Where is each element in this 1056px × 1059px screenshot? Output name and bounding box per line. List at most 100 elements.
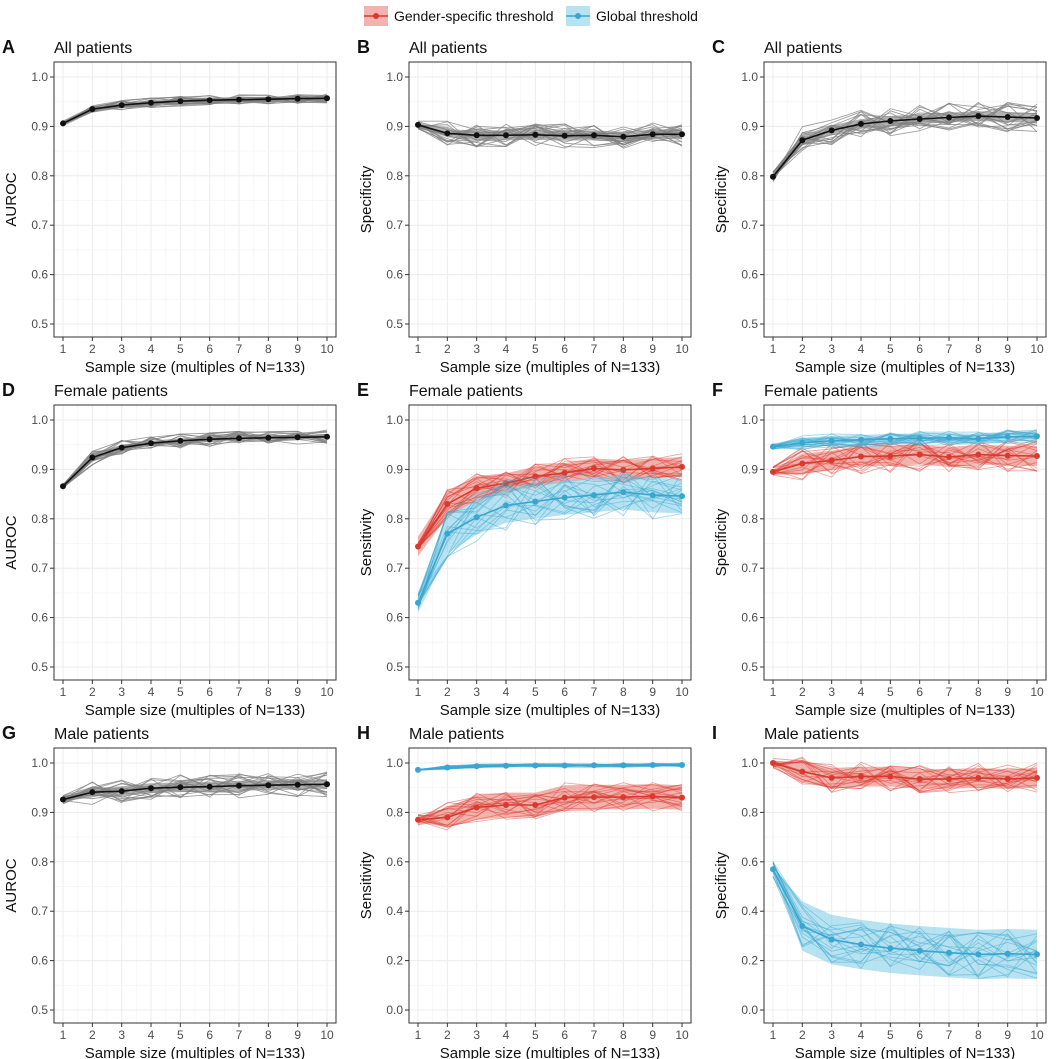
replicate-line	[62, 431, 328, 487]
mean-point	[473, 804, 480, 811]
series-gender	[770, 437, 1040, 481]
grid	[764, 748, 1046, 1023]
replicate-line	[417, 792, 683, 825]
mean-point	[415, 766, 421, 773]
replicate-line	[772, 103, 1038, 173]
replicate-line	[772, 438, 1038, 476]
replicate-line	[772, 441, 1038, 471]
mean-point	[148, 440, 154, 447]
mean-point	[975, 113, 982, 120]
replicate-line	[417, 782, 683, 831]
mean-point	[89, 789, 96, 796]
y-tick-label: 0.0	[386, 1003, 403, 1017]
replicate-line	[772, 104, 1038, 173]
x-tick-label: 8	[265, 1028, 272, 1042]
panel-letter: B	[357, 37, 370, 57]
panel-letter: H	[357, 723, 370, 743]
x-tick-label: 3	[118, 342, 125, 356]
y-tick-label: 0.9	[31, 805, 48, 819]
replicate-line	[417, 476, 683, 609]
replicate-line	[62, 94, 328, 126]
x-tick-label: 2	[89, 685, 96, 699]
series-black	[770, 101, 1040, 182]
y-tick-label: 0.0	[741, 1003, 758, 1017]
replicate-line	[772, 877, 1038, 967]
mean-line	[62, 435, 328, 487]
panel-border	[408, 747, 692, 1024]
y-tick-label: 0.5	[31, 1003, 48, 1017]
x-tick-label: 7	[591, 1028, 598, 1042]
mean-point	[946, 776, 952, 783]
y-tick-label: 0.9	[31, 462, 48, 476]
replicate-line	[772, 442, 1038, 476]
replicate-line	[417, 459, 683, 545]
replicate-line	[772, 438, 1038, 474]
replicate-line	[417, 487, 683, 602]
x-axis-title: Sample size (multiples of N=133)	[440, 1045, 661, 1059]
x-axis-title: Sample size (multiples of N=133)	[85, 1045, 306, 1059]
mean-line	[772, 868, 1038, 956]
replicate-line	[772, 114, 1038, 173]
panel-border	[408, 404, 692, 681]
x-tick-label: 3	[473, 685, 480, 699]
mean-point	[236, 435, 242, 442]
mean-point	[887, 945, 894, 952]
replicate-line	[772, 761, 1038, 792]
y-tick-label: 0.6	[741, 855, 758, 869]
replicate-line	[772, 760, 1038, 792]
mean-point	[946, 434, 952, 441]
mean-point	[532, 498, 539, 505]
x-tick-label: 3	[118, 1028, 125, 1042]
panel-title: Male patients	[54, 726, 149, 743]
x-tick-label: 6	[561, 1028, 568, 1042]
mean-point	[620, 466, 627, 473]
replicate-line	[417, 123, 683, 146]
mean-point	[649, 465, 656, 472]
y-tick-label: 0.7	[31, 218, 48, 232]
y-tick-label: 0.8	[386, 169, 403, 183]
y-tick-label: 0.8	[741, 169, 758, 183]
x-tick-label: 2	[799, 685, 806, 699]
y-tick-label: 0.8	[31, 169, 48, 183]
x-tick-label: 8	[975, 342, 982, 356]
replicate-line	[772, 430, 1038, 446]
x-tick-label: 9	[1004, 685, 1011, 699]
x-tick-label: 9	[294, 1028, 301, 1042]
replicate-line	[772, 443, 1038, 481]
mean-point	[916, 435, 923, 442]
series-gender	[415, 782, 685, 831]
x-tick-label: 2	[444, 1028, 451, 1042]
y-tick-label: 1.0	[31, 756, 48, 770]
mean-point	[294, 781, 301, 788]
series-black	[60, 429, 330, 490]
replicate-line	[772, 430, 1038, 447]
mean-point	[620, 133, 627, 140]
mean-line	[772, 115, 1038, 178]
replicate-line	[772, 441, 1038, 473]
panel-border	[763, 747, 1047, 1024]
mean-point	[858, 120, 864, 127]
panel-border	[53, 61, 337, 338]
x-tick-label: 3	[118, 685, 125, 699]
mean-point	[1004, 114, 1011, 121]
mean-point	[503, 132, 509, 139]
mean-point	[561, 794, 568, 801]
x-tick-label: 7	[236, 685, 243, 699]
replicate-line	[417, 474, 683, 596]
mean-point	[620, 794, 627, 801]
panel-E: 0.5 0.6 0.7 0.8 0.9 1.0 1 2 3 4 5 6 7 8 9 10 Sample size…	[357, 380, 692, 719]
y-tick-label: 0.7	[386, 218, 403, 232]
mean-point	[415, 121, 421, 128]
replicate-line	[772, 434, 1038, 446]
x-tick-label: 3	[828, 1028, 835, 1042]
y-tick-label: 0.9	[741, 119, 758, 133]
mean-point	[591, 492, 597, 499]
x-axis-title: Sample size (multiples of N=133)	[795, 1045, 1016, 1059]
mean-point	[118, 102, 125, 109]
mean-point	[265, 96, 272, 103]
panels: 0.5 0.6 0.7 0.8 0.9 1.0 1 2 3 4 5 6 7 8 9 10 Sample size…	[2, 37, 1047, 1059]
replicate-line	[417, 783, 683, 822]
panel-H: 0.0 0.2 0.4 0.6 0.8 1.0 1 2 3 4 5 6 7 8 9 10 Sample size…	[357, 723, 692, 1059]
mean-point	[916, 776, 923, 783]
panel-D: 0.5 0.6 0.7 0.8 0.9 1.0 1 2 3 4 5 6 7 8 9 10 Sample size…	[2, 380, 337, 719]
